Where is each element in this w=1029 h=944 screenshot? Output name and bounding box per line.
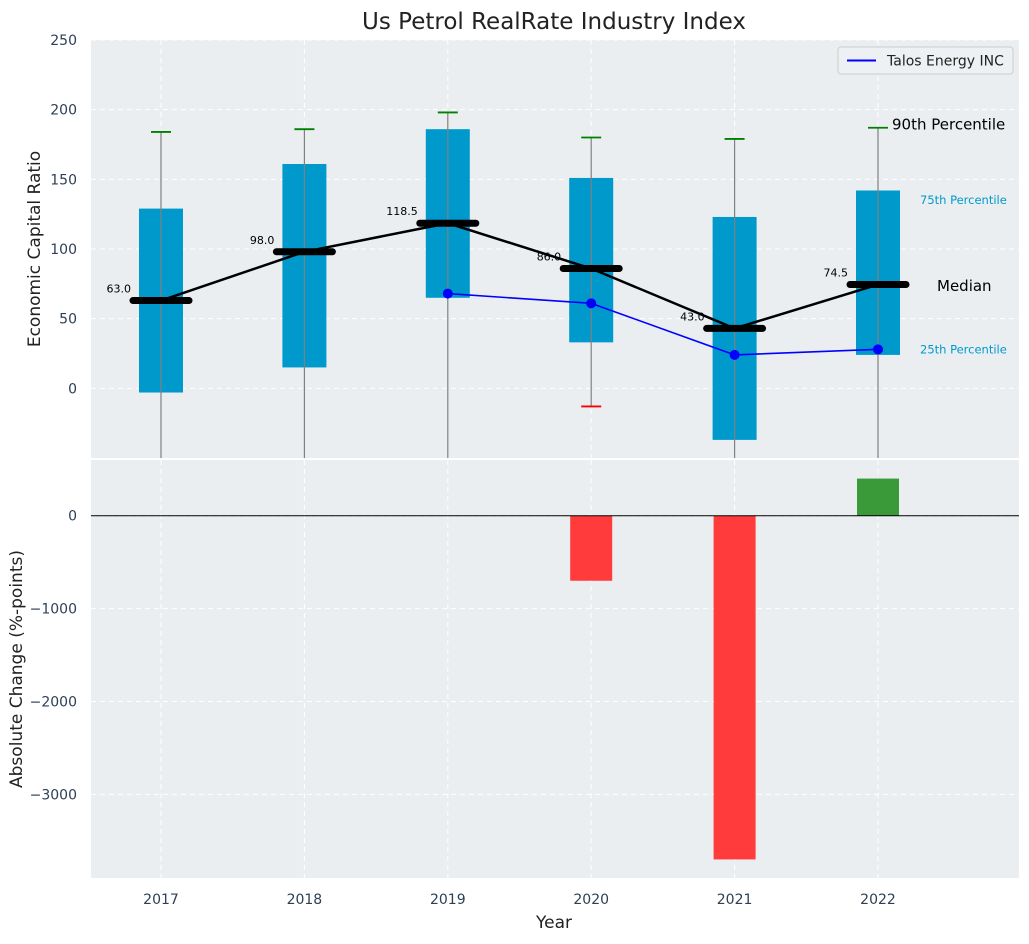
annotation-median: Median	[937, 277, 992, 295]
bottom-y-tick-label: −3000	[30, 787, 77, 803]
median-value-label: 43.0	[680, 310, 705, 323]
bottom-plot-area	[91, 460, 1019, 878]
company-line	[447, 292, 879, 356]
change-bar-2020	[570, 515, 613, 581]
x-tick-label: 2019	[430, 892, 466, 908]
bottom-y-tick-label: 0	[68, 509, 77, 525]
median-value-label: 86.0	[537, 251, 562, 264]
top-y-tick-label: 0	[68, 381, 77, 397]
median-value-label: 98.0	[250, 234, 275, 247]
top-y-tick-label: 50	[59, 312, 77, 328]
annotation-90th-percentile: 90th Percentile	[892, 116, 1005, 134]
median-value-label: 118.5	[386, 205, 418, 218]
change-bar-2022	[857, 478, 899, 516]
legend-box	[837, 46, 1014, 75]
legend-label: Talos Energy INC	[886, 54, 1004, 70]
top-y-tick-label: 100	[50, 242, 77, 258]
bottom-y-tick-label: −1000	[30, 602, 77, 618]
company-point-2020	[586, 298, 597, 309]
x-tick-label: 2017	[143, 892, 179, 908]
median-trend-line	[160, 221, 879, 330]
x-axis-label: Year	[535, 913, 572, 933]
company-point-2019	[442, 288, 453, 299]
bottom-y-tick-label: −2000	[30, 695, 77, 711]
top-y-tick-label: 200	[50, 103, 77, 119]
legend: Talos Energy INC	[837, 46, 1014, 75]
top-y-tick-label: 250	[50, 33, 77, 49]
top-y-axis-label: Economic Capital Ratio	[25, 151, 45, 347]
median-value-label: 63.0	[107, 283, 132, 296]
x-tick-label: 2018	[287, 892, 323, 908]
change-bar-series	[570, 478, 899, 860]
chart-title: Us Petrol RealRate Industry Index	[362, 9, 746, 35]
company-point-2021	[729, 349, 740, 360]
company-point-2022	[873, 344, 883, 355]
annotation-25th-percentile: 25th Percentile	[920, 342, 1007, 356]
x-tick-label: 2022	[860, 892, 896, 908]
x-tick-label: 2021	[717, 892, 753, 908]
median-value-label: 74.5	[824, 267, 849, 280]
bottom-y-axis-label: Absolute Change (%-points)	[7, 550, 27, 788]
annotation-75th-percentile: 75th Percentile	[920, 193, 1007, 207]
x-tick-label: 2020	[573, 892, 609, 908]
top-y-tick-label: 150	[50, 172, 77, 188]
change-bar-2021	[713, 515, 756, 860]
